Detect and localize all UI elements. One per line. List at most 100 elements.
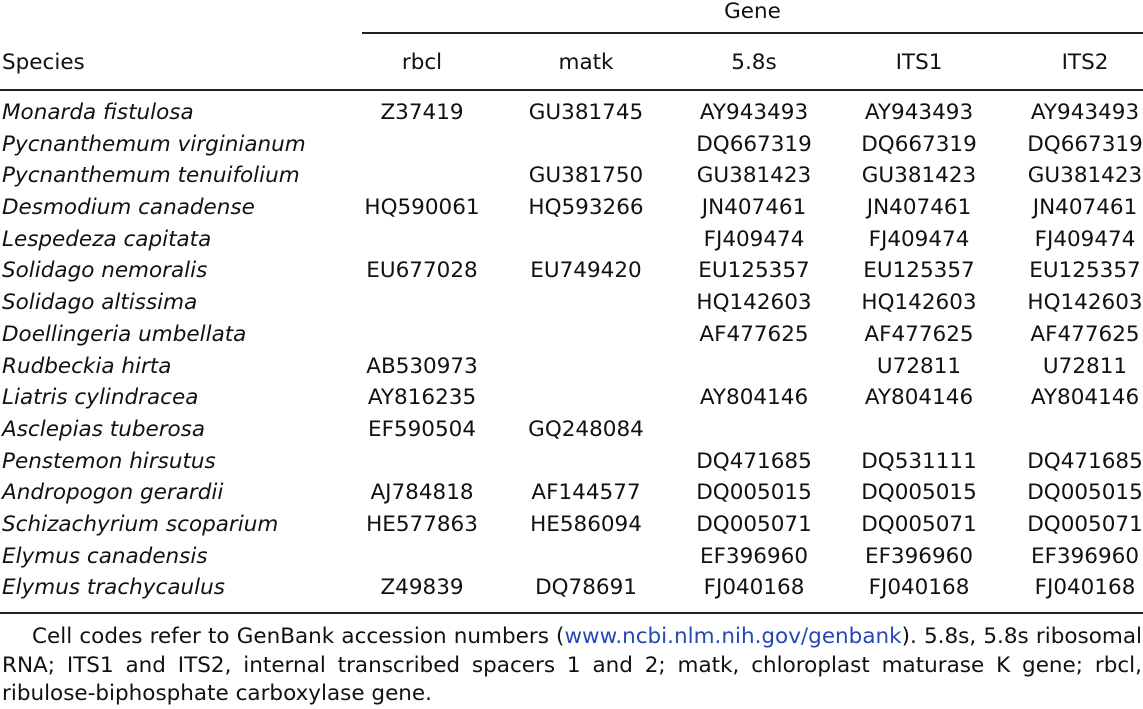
species-name-cell: Solidago altissima [2, 290, 198, 316]
its1-accession-cell: DQ531111 [861, 448, 977, 474]
column-header-species: Species [2, 50, 85, 75]
column-header-its2: ITS2 [1061, 50, 1109, 75]
table-row: Elymus canadensis EF396960 EF396960 EF39696… [0, 541, 1143, 573]
species-name-cell: Penstemon hirsutus [2, 448, 216, 474]
table-row: Doellingeria umbellata AF477625 AF477625 AF… [0, 319, 1143, 351]
genbank-link[interactable]: www.ncbi.nlm.nih.gov/genbank [564, 624, 902, 649]
footnote-text-end: ). 5.8s, 5.8s ribosomal RNA; ITS1 and IT… [2, 624, 1142, 706]
its1-accession-cell: EU125357 [863, 258, 975, 284]
its1-accession-cell: JN407461 [866, 195, 972, 221]
column-header-rbcl: rbcl [401, 50, 443, 75]
matk-accession-cell: DQ78691 [535, 575, 637, 601]
its1-accession-cell: U72811 [876, 353, 962, 379]
rbcl-accession-cell: AY816235 [367, 385, 477, 411]
its1-accession-cell: AF477625 [864, 321, 974, 347]
column-header-5-8s: 5.8s [731, 50, 777, 75]
rbcl-accession-cell: AJ784818 [370, 480, 474, 506]
species-name-cell: Doellingeria umbellata [2, 321, 247, 347]
its2-accession-cell: FJ040168 [1034, 575, 1136, 601]
its2-accession-cell: DQ667319 [1027, 131, 1143, 157]
5-8s-accession-cell: EU125357 [698, 258, 810, 284]
its1-accession-cell: DQ667319 [861, 131, 977, 157]
its2-accession-cell: HQ142603 [1027, 290, 1143, 316]
table-row: Solidago altissima HQ142603 HQ142603 HQ1426… [0, 287, 1143, 319]
matk-accession-cell: GU381750 [528, 163, 644, 189]
5-8s-accession-cell: DQ005071 [696, 511, 812, 537]
species-name-cell: Elymus trachycaulus [2, 575, 225, 601]
its1-accession-cell: EF396960 [864, 543, 974, 569]
species-name-cell: Lespedeza capitata [2, 226, 212, 252]
its2-accession-cell: DQ005071 [1027, 511, 1143, 537]
5-8s-accession-cell: GU381423 [696, 163, 812, 189]
its2-accession-cell: JN407461 [1032, 195, 1138, 221]
species-name-cell: Pycnanthemum virginianum [2, 131, 306, 157]
table-body: Monarda fistulosa Z37419 GU381745 AY943493 A… [0, 97, 1143, 604]
5-8s-accession-cell: AY804146 [699, 385, 809, 411]
5-8s-accession-cell: DQ667319 [696, 131, 812, 157]
table-row: Pycnanthemum tenuifolium GU381750 GU381423… [0, 160, 1143, 192]
matk-accession-cell: EU749420 [530, 258, 642, 284]
matk-accession-cell: GU381745 [528, 100, 644, 125]
table-row: Andropogon gerardii AJ784818 AF144577 DQ005… [0, 477, 1143, 509]
its2-accession-cell: FJ409474 [1034, 226, 1136, 252]
rbcl-accession-cell: EF590504 [367, 416, 477, 442]
5-8s-accession-cell: DQ005015 [696, 480, 812, 506]
table-row: Solidago nemoralis EU677028 EU749420 EU1253… [0, 255, 1143, 287]
species-name-cell: Solidago nemoralis [2, 258, 208, 284]
its2-accession-cell: AY804146 [1030, 385, 1140, 411]
its1-accession-cell: HQ142603 [861, 290, 977, 316]
column-header-its1: ITS1 [895, 50, 943, 75]
table-row: Asclepias tuberosa EF590504 GQ248084 [0, 414, 1143, 446]
matk-accession-cell: AF144577 [531, 480, 641, 506]
rbcl-accession-cell: AB530973 [366, 353, 478, 379]
species-name-cell: Schizachyrium scoparium [2, 511, 279, 537]
matk-accession-cell: GQ248084 [528, 416, 644, 442]
species-name-cell: Monarda fistulosa [2, 100, 194, 125]
species-name-cell: Elymus canadensis [2, 543, 208, 569]
species-name-cell: Asclepias tuberosa [2, 416, 206, 442]
gene-group-header: Gene [724, 0, 781, 24]
species-name-cell: Pycnanthemum tenuifolium [2, 163, 300, 189]
5-8s-accession-cell: JN407461 [701, 195, 807, 221]
5-8s-accession-cell: FJ409474 [703, 226, 805, 252]
table-row: Rudbeckia hirta AB530973 U72811 U72811 [0, 351, 1143, 383]
header-bottom-rule [0, 89, 1143, 91]
its1-accession-cell: DQ005071 [861, 511, 977, 537]
5-8s-accession-cell: FJ040168 [703, 575, 805, 601]
table-row: Penstemon hirsutus DQ471685 DQ531111 DQ4716… [0, 446, 1143, 478]
its2-accession-cell: U72811 [1042, 353, 1128, 379]
rbcl-accession-cell: EU677028 [366, 258, 478, 284]
table-row: Pycnanthemum virginianum DQ667319 DQ667319… [0, 129, 1143, 161]
species-name-cell: Andropogon gerardii [2, 480, 224, 506]
table-row: Liatris cylindracea AY816235 AY804146 AY804… [0, 382, 1143, 414]
its1-accession-cell: FJ409474 [868, 226, 970, 252]
species-name-cell: Rudbeckia hirta [2, 353, 172, 379]
its2-accession-cell: AF477625 [1030, 321, 1140, 347]
5-8s-accession-cell: AF477625 [699, 321, 809, 347]
species-name-cell: Desmodium canadense [2, 195, 255, 221]
matk-accession-cell: HQ593266 [528, 195, 644, 221]
rbcl-accession-cell: Z37419 [380, 100, 464, 125]
table-row: Monarda fistulosa Z37419 GU381745 AY943493 A… [0, 97, 1143, 129]
its2-accession-cell: EU125357 [1029, 258, 1141, 284]
rbcl-accession-cell: HQ590061 [364, 195, 480, 221]
its2-accession-cell: AY943493 [1030, 100, 1140, 125]
its1-accession-cell: AY804146 [864, 385, 974, 411]
table-bottom-rule [0, 612, 1143, 614]
gene-header-rule [362, 32, 1143, 34]
its1-accession-cell: GU381423 [861, 163, 977, 189]
its1-accession-cell: AY943493 [864, 100, 974, 125]
table-row: Lespedeza capitata FJ409474 FJ409474 FJ4094… [0, 224, 1143, 256]
matk-accession-cell: HE586094 [530, 511, 642, 537]
its2-accession-cell: DQ471685 [1027, 448, 1143, 474]
footnote-text-start: Cell codes refer to GenBank accession nu… [32, 624, 565, 649]
species-name-cell: Liatris cylindracea [2, 385, 199, 411]
5-8s-accession-cell: AY943493 [699, 100, 809, 125]
its2-accession-cell: EF396960 [1030, 543, 1140, 569]
table-footnote: Cell codes refer to GenBank accession nu… [2, 623, 1142, 709]
5-8s-accession-cell: DQ471685 [696, 448, 812, 474]
rbcl-accession-cell: Z49839 [380, 575, 464, 601]
table-row: Desmodium canadense HQ590061 HQ593266 JN407… [0, 192, 1143, 224]
its1-accession-cell: FJ040168 [868, 575, 970, 601]
